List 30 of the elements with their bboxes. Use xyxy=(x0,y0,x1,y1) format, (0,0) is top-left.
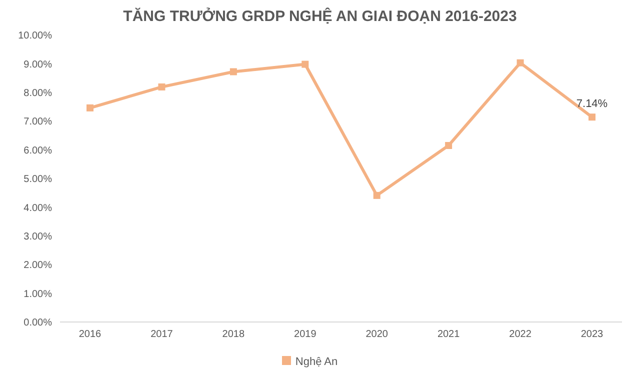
chart-title: TĂNG TRƯỞNG GRDP NGHỆ AN GIAI ĐOẠN 2016-2023 xyxy=(122,8,518,25)
y-tick-label: 7.00% xyxy=(24,116,52,128)
x-tick-label: 2021 xyxy=(437,329,460,340)
point xyxy=(302,60,309,68)
point xyxy=(516,59,524,66)
x-tick-label: 2017 xyxy=(150,329,174,340)
x-tick-label: 2018 xyxy=(222,329,245,340)
point xyxy=(86,104,94,112)
point xyxy=(588,114,596,121)
data-label: 7.14% xyxy=(576,98,608,110)
point xyxy=(445,142,452,149)
y-tick-label: 1.00% xyxy=(24,288,52,300)
point xyxy=(373,192,380,199)
y-tick-label: 10.00% xyxy=(18,30,52,42)
y-tick-label: 6.00% xyxy=(24,145,52,156)
y-tick-label: 9.00% xyxy=(24,59,52,70)
x-tick-label: 2016 xyxy=(78,329,102,340)
x-tick-label: 2020 xyxy=(366,329,388,340)
y-tick-label: 5.00% xyxy=(24,174,52,186)
x-tick-label: 2019 xyxy=(294,329,317,340)
point xyxy=(158,83,166,90)
point xyxy=(230,68,237,76)
x-tick-label: 2022 xyxy=(509,329,532,340)
y-tick-label: 8.00% xyxy=(24,88,52,99)
y-tick-label: 0.00% xyxy=(24,318,52,329)
legend-label: Nghệ An xyxy=(295,356,338,368)
y-tick-label: 3.00% xyxy=(24,231,52,242)
x-tick-label: 2023 xyxy=(580,329,604,340)
y-tick-label: 2.00% xyxy=(24,260,52,272)
y-tick-label: 4.00% xyxy=(24,202,52,214)
